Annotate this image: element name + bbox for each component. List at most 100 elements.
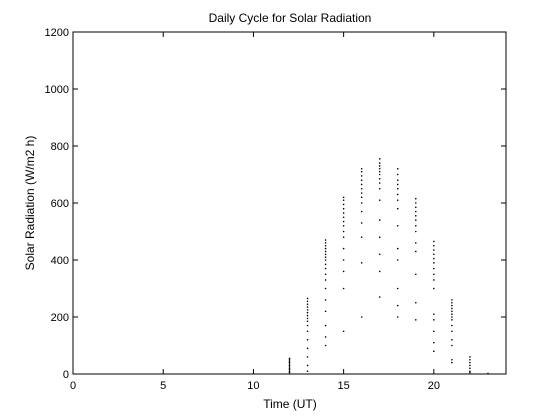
data-point: [451, 316, 453, 318]
data-point: [414, 210, 417, 213]
data-point: [324, 239, 327, 241]
data-point: [288, 357, 291, 360]
data-point: [360, 236, 363, 238]
data-point: [469, 370, 471, 372]
data-point: [378, 165, 381, 167]
data-point: [396, 168, 399, 170]
data-point: [433, 350, 435, 353]
data-point: [288, 361, 291, 364]
data-point: [433, 257, 435, 260]
data-point: [324, 256, 327, 258]
data-point: [414, 301, 417, 304]
data-point: [342, 203, 345, 206]
data-point: [433, 287, 435, 290]
data-point: [396, 225, 399, 227]
data-point: [451, 301, 453, 304]
data-point: [396, 207, 399, 210]
data-point: [396, 304, 399, 307]
data-point: [306, 356, 309, 358]
y-tick-label: 600: [51, 198, 69, 210]
data-point: [360, 192, 363, 194]
data-point: [378, 173, 381, 176]
x-axis-label: Time (UT): [263, 397, 317, 411]
data-point: [360, 222, 363, 224]
data-point: [378, 253, 381, 256]
y-tick-label: 400: [51, 255, 69, 267]
data-point: [306, 330, 309, 333]
data-point: [433, 273, 435, 276]
data-point: [360, 316, 363, 318]
x-tick-label: 5: [160, 380, 166, 392]
data-point: [360, 187, 363, 190]
data-point: [396, 316, 399, 318]
data-point: [324, 310, 327, 313]
data-point: [451, 344, 453, 347]
data-point: [378, 170, 381, 173]
data-point: [324, 259, 327, 261]
data-point: [306, 300, 309, 303]
data-point: [306, 297, 309, 300]
data-point: [342, 220, 345, 223]
data-point: [288, 360, 291, 362]
data-point: [324, 287, 327, 290]
data-point: [342, 330, 345, 333]
data-point: [324, 279, 327, 281]
data-point: [451, 299, 453, 301]
y-tick-label: 0: [63, 369, 69, 381]
data-point: [324, 273, 327, 276]
x-tick-label: 20: [428, 380, 440, 392]
data-point: [396, 179, 399, 181]
data-point: [324, 244, 327, 247]
data-point: [288, 366, 291, 368]
data-point: [306, 370, 309, 372]
data-point: [342, 199, 345, 201]
data-point: [378, 187, 381, 190]
y-tick-label: 200: [51, 312, 69, 324]
data-point: [360, 168, 363, 170]
data-point: [433, 279, 435, 281]
y-tick-label: 1000: [45, 84, 69, 96]
data-point: [306, 314, 309, 317]
data-point: [451, 339, 453, 341]
data-point: [306, 309, 309, 311]
data-point: [414, 225, 417, 227]
data-point: [414, 250, 417, 253]
data-point: [288, 358, 291, 361]
y-axis-label: Solar Radiation (W/m2 h): [23, 136, 37, 271]
data-point: [433, 341, 435, 344]
data-point: [414, 219, 417, 221]
data-point: [324, 250, 327, 253]
data-point: [396, 173, 399, 176]
x-tick-label: 15: [338, 380, 350, 392]
data-point: [342, 287, 345, 290]
data-point: [451, 324, 453, 327]
data-point: [414, 202, 417, 204]
data-point: [360, 175, 363, 177]
data-point: [342, 230, 345, 233]
data-point: [378, 296, 381, 298]
data-point: [324, 336, 327, 338]
data-point: [288, 371, 291, 374]
data-point: [288, 368, 291, 371]
data-point: [306, 339, 309, 341]
data-point: [414, 319, 417, 321]
plot-area-frame: [72, 31, 507, 375]
data-point: [306, 347, 309, 350]
data-point: [433, 262, 435, 264]
data-point: [288, 364, 291, 367]
data-point: [469, 358, 471, 361]
data-point: [451, 310, 453, 313]
data-points-layer: [288, 158, 489, 375]
data-point: [396, 187, 399, 190]
data-point: [378, 219, 381, 221]
data-point: [342, 247, 345, 250]
data-point: [324, 324, 327, 327]
data-point: [360, 196, 363, 199]
data-point: [433, 249, 435, 251]
data-point: [360, 262, 363, 264]
data-point: [306, 320, 309, 323]
data-point: [433, 240, 435, 243]
data-point: [324, 344, 327, 347]
data-point: [342, 196, 345, 199]
